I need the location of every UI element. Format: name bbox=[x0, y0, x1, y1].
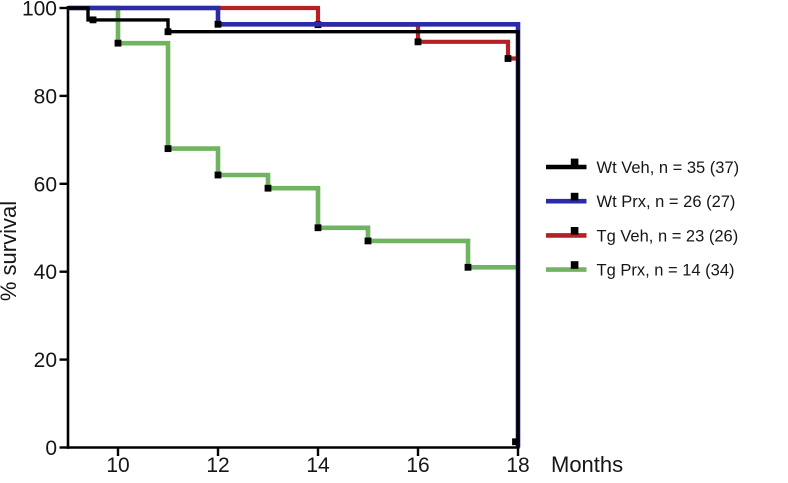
censor-mark-tg-prx bbox=[164, 145, 172, 153]
y-axis-title: % survival bbox=[0, 201, 21, 301]
censor-mark-tg-prx bbox=[214, 171, 222, 179]
censor-mark-wt-veh bbox=[89, 16, 97, 24]
survival-curve-tg-prx bbox=[68, 5, 518, 270]
censor-mark-wt-veh bbox=[164, 28, 172, 36]
legend-censor-marker bbox=[570, 158, 579, 167]
legend-censor-marker bbox=[570, 227, 579, 235]
censor-mark-tg-prx bbox=[464, 263, 472, 271]
survival-curve-wt-prx bbox=[68, 5, 521, 448]
survival-curve-wt-veh bbox=[68, 6, 520, 448]
censor-mark-wt-prx bbox=[214, 20, 222, 28]
y-tick-label: 0 bbox=[45, 437, 57, 460]
legend-item-tg-prx: Tg Prx, n = 14 (34) bbox=[546, 261, 735, 280]
y-tick-label: 60 bbox=[34, 173, 57, 196]
y-tick-label: 80 bbox=[34, 85, 57, 108]
axes: 0 20 40 60 80 100 10 12 14 16 18 bbox=[22, 0, 530, 477]
y-tick-label: 100 bbox=[22, 0, 57, 21]
censor-mark-tg-prx bbox=[264, 184, 272, 192]
x-tick-label: 10 bbox=[106, 454, 129, 477]
x-tick-label: 12 bbox=[206, 454, 229, 477]
legend-label: Tg Prx, n = 14 (34) bbox=[597, 262, 735, 280]
x-tick-label: 14 bbox=[306, 454, 330, 477]
censor-mark-wt-veh bbox=[512, 438, 519, 446]
censor-mark-tg-prx bbox=[314, 224, 322, 232]
legend-item-wt-veh: Wt Veh, n = 35 (37) bbox=[546, 158, 740, 177]
legend-label: Wt Prx, n = 26 (27) bbox=[597, 193, 736, 211]
censor-mark-tg-prx bbox=[114, 39, 122, 47]
legend-item-tg-veh: Tg Veh, n = 23 (26) bbox=[546, 227, 738, 245]
legend-censor-marker bbox=[570, 192, 579, 201]
censor-mark-tg-veh bbox=[414, 38, 422, 46]
legend-label: Tg Veh, n = 23 (26) bbox=[597, 227, 739, 245]
censor-mark-tg-prx bbox=[364, 237, 372, 245]
legend-censor-marker bbox=[570, 261, 579, 269]
x-tick-label: 18 bbox=[506, 454, 529, 477]
legend-item-wt-prx: Wt Prx, n = 26 (27) bbox=[546, 192, 736, 211]
censor-mark-tg-veh bbox=[504, 55, 512, 62]
x-axis-title: Months bbox=[551, 452, 623, 477]
y-tick-label: 40 bbox=[34, 261, 57, 284]
x-tick-label: 16 bbox=[406, 454, 429, 477]
y-tick-label: 20 bbox=[34, 349, 57, 372]
legend: Wt Veh, n = 35 (37) Wt Prx, n = 26 (27) Tg… bbox=[546, 158, 740, 280]
legend-label: Wt Veh, n = 35 (37) bbox=[597, 159, 740, 177]
survival-curves bbox=[68, 5, 521, 448]
